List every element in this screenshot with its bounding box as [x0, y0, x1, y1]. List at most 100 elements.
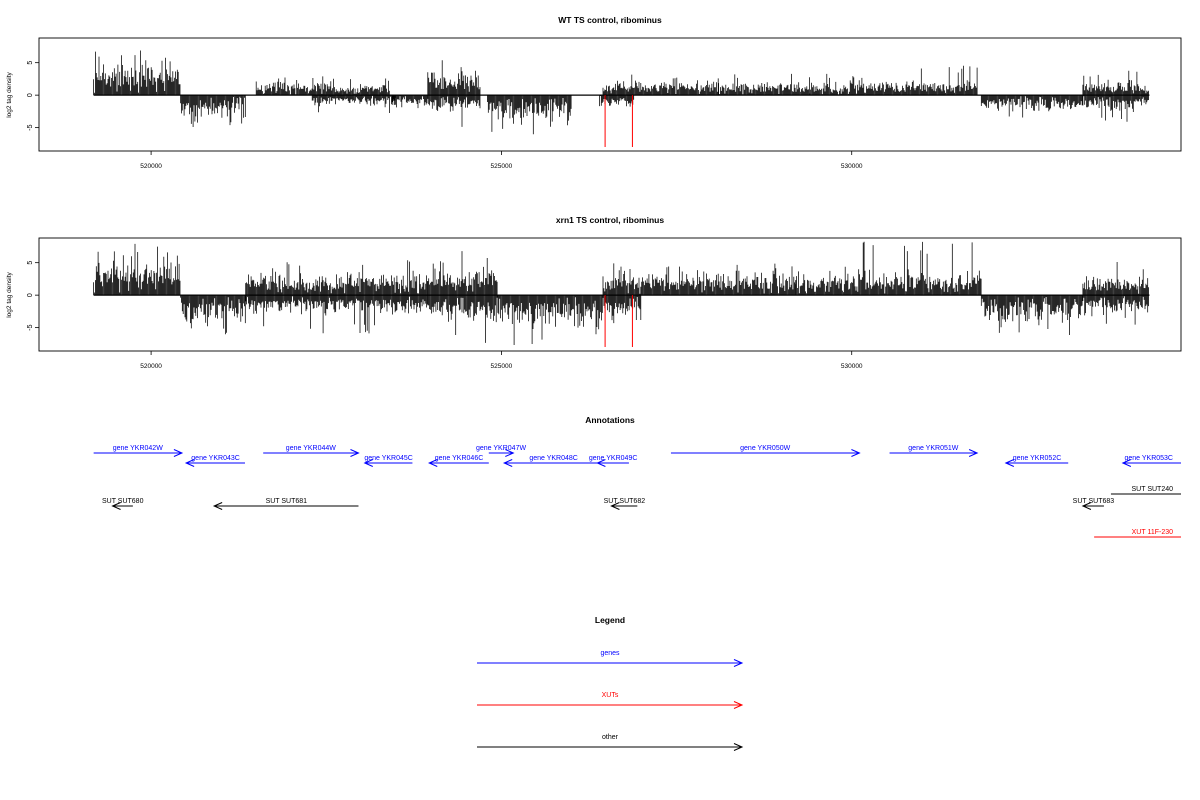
feature-label: gene YKR049C — [589, 455, 638, 462]
legend-title: Legend — [595, 615, 625, 625]
annotation-feature-gene-ykr043c: gene YKR043C — [184, 455, 245, 467]
annotation-feature-sut-sut683: SUT SUT683 — [1073, 498, 1115, 510]
xrn1-y-ticks: -5 0 5 — [27, 261, 39, 331]
annotation-features: gene YKR042W gene YKR043C gene YKR044W gene… — [93, 445, 1181, 538]
density-bars-segment-3 — [325, 78, 390, 96]
y-tick-label: 5 — [27, 261, 34, 265]
density-bars-segment-9 — [795, 241, 982, 296]
feature-arrowhead — [427, 459, 438, 467]
density-bars-segment-12 — [1082, 295, 1149, 325]
feature-arrowhead — [1121, 459, 1132, 467]
wt-density-panel: WT TS control, ribominus log2 tag densit… — [6, 15, 1182, 170]
feature-arrowhead — [111, 502, 121, 510]
feature-arrowhead — [184, 459, 195, 467]
density-bars-segment-5 — [427, 295, 498, 343]
y-tick-label: -5 — [27, 324, 34, 330]
annotation-feature-gene-ykr052c: gene YKR052C — [1004, 455, 1069, 467]
legend: Legend genes XUTs other — [477, 615, 744, 751]
feature-arrowhead — [350, 449, 360, 457]
density-bars-segment-0 — [93, 50, 181, 96]
y-tick-label: 0 — [27, 93, 34, 97]
feature-label: SUT SUT683 — [1073, 498, 1115, 505]
annotation-feature-gene-ykr045c: gene YKR045C — [363, 455, 413, 467]
legend-arrowhead-xuts — [733, 701, 744, 709]
annotation-feature-gene-ykr044w: gene YKR044W — [263, 445, 360, 457]
wt-red-markers — [604, 95, 633, 147]
legend-label-other: other — [602, 734, 619, 741]
feature-arrowhead — [851, 449, 861, 457]
annotation-feature-gene-ykr048c: gene YKR048C — [502, 455, 603, 467]
feature-label: gene YKR043C — [191, 455, 240, 462]
feature-arrowhead — [596, 459, 606, 467]
annotation-feature-gene-ykr053c: gene YKR053C — [1121, 455, 1181, 467]
xrn1-panel-title: xrn1 TS control, ribominus — [556, 215, 664, 225]
xrn1-x-ticks: 520000 525000 530000 — [140, 351, 863, 370]
annotation-feature-gene-ykr050w: gene YKR050W — [670, 445, 861, 457]
x-tick-label: 525000 — [491, 363, 513, 370]
feature-label: XUT 11F-230 — [1132, 529, 1173, 536]
wt-y-axis-label: log2 tag density — [6, 71, 13, 117]
density-bars-segment-14 — [980, 95, 1083, 118]
feature-label: gene YKR050W — [740, 445, 790, 452]
xrn1-red-markers — [604, 295, 633, 347]
annotation-feature-sut-sut682: SUT SUT682 — [604, 498, 646, 510]
feature-label: SUT SUT681 — [266, 498, 308, 505]
xrn1-y-axis-label: log2 tag density — [6, 271, 13, 317]
annotation-feature-gene-ykr047w: gene YKR047W — [476, 445, 526, 457]
density-bars-segment-11 — [1082, 262, 1149, 296]
annotation-feature-gene-ykr042w: gene YKR042W — [93, 445, 184, 457]
feature-arrowhead — [363, 459, 373, 467]
feature-arrowhead — [1004, 459, 1015, 467]
density-bars-segment-8 — [602, 263, 796, 296]
feature-label: gene YKR051W — [908, 445, 958, 452]
density-bars-segment-4 — [311, 95, 397, 113]
density-bars-segment-1 — [180, 295, 246, 335]
annotation-feature-gene-ykr049c: gene YKR049C — [589, 455, 638, 467]
x-tick-label: 530000 — [841, 163, 863, 170]
y-tick-label: 0 — [27, 293, 34, 297]
feature-label: SUT SUT680 — [102, 498, 144, 505]
legend-arrowhead-other — [733, 743, 744, 751]
density-bars-segment-2 — [255, 76, 326, 96]
density-bars-segment-7 — [427, 95, 481, 127]
feature-arrowhead — [610, 502, 620, 510]
density-bars-segment-4 — [427, 251, 498, 296]
density-bars-segment-3 — [245, 295, 428, 334]
feature-label: gene YKR045C — [364, 455, 413, 462]
annotation-feature-sut-sut240: SUT SUT240 — [1110, 486, 1181, 495]
annotations-title: Annotations — [585, 415, 635, 425]
feature-arrowhead — [212, 502, 223, 510]
feature-arrowhead — [1081, 502, 1092, 510]
density-bars-segment-12 — [809, 73, 908, 96]
feature-arrowhead — [502, 459, 513, 467]
wt-plot-frame — [38, 37, 1182, 152]
x-tick-label: 530000 — [841, 363, 863, 370]
wt-panel-title: WT TS control, ribominus — [558, 15, 662, 25]
density-bars-segment-9 — [602, 74, 719, 96]
wt-y-ticks: -5 0 5 — [27, 61, 39, 131]
feature-arrowhead — [505, 449, 515, 457]
density-bars-segment-7 — [602, 295, 642, 324]
density-bars-segment-15 — [1082, 70, 1149, 96]
x-tick-label: 520000 — [140, 363, 162, 370]
feature-label: gene YKR042W — [113, 445, 163, 452]
xrn1-density-bars — [93, 241, 1149, 345]
density-bars-segment-1 — [180, 95, 246, 127]
density-bars-segment-10 — [980, 295, 1083, 335]
wt-density-bars — [93, 50, 1149, 135]
density-bars-segment-6 — [427, 60, 481, 96]
feature-label: gene YKR047W — [476, 445, 526, 452]
annotation-feature-sut-sut681: SUT SUT681 — [212, 498, 359, 510]
feature-label: SUT SUT682 — [604, 498, 646, 505]
legend-arrowhead-genes — [733, 659, 744, 667]
x-tick-label: 520000 — [140, 163, 162, 170]
wt-x-ticks: 520000 525000 530000 — [140, 151, 863, 170]
density-bars-segment-2 — [245, 260, 428, 296]
density-bars-segment-0 — [93, 243, 181, 296]
density-bars-segment-13 — [907, 65, 978, 96]
feature-label: gene YKR048C — [529, 455, 578, 462]
feature-label: gene YKR053C — [1124, 455, 1173, 462]
y-tick-label: -5 — [27, 124, 34, 130]
